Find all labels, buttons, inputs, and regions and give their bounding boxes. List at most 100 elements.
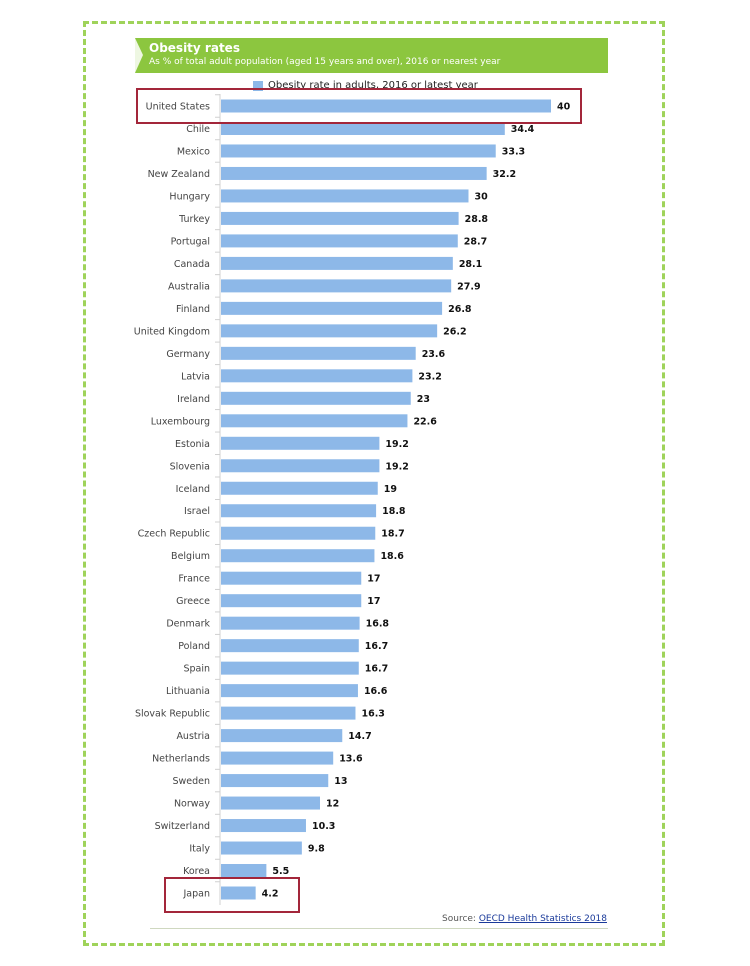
- bar[interactable]: [221, 841, 302, 855]
- category-label: Korea: [183, 866, 210, 877]
- legend-swatch: [253, 80, 263, 91]
- category-label: Slovak Republic: [135, 709, 210, 720]
- source-note: Source: OECD Health Statistics 2018: [442, 914, 607, 924]
- data-label: 22.6: [413, 416, 437, 427]
- data-label: 4.2: [262, 889, 279, 900]
- bar[interactable]: [221, 594, 362, 608]
- bar[interactable]: [221, 324, 438, 338]
- category-label: Spain: [183, 664, 210, 675]
- category-label: Israel: [184, 506, 210, 517]
- category-label: Netherlands: [152, 754, 210, 765]
- data-label: 28.1: [459, 259, 482, 270]
- category-label: Luxembourg: [151, 416, 210, 427]
- data-label: 9.8: [308, 844, 325, 855]
- category-label: Greece: [176, 596, 210, 607]
- bar[interactable]: [221, 414, 408, 428]
- bar[interactable]: [221, 459, 380, 473]
- category-label: Portugal: [171, 236, 210, 247]
- data-label: 19.2: [385, 439, 408, 450]
- data-label: 16.3: [361, 709, 384, 720]
- bar[interactable]: [221, 639, 359, 653]
- category-label: Iceland: [176, 484, 210, 495]
- category-label: Chile: [186, 124, 210, 135]
- data-label: 13: [334, 776, 347, 787]
- bar[interactable]: [221, 211, 459, 225]
- highlight-box-united-states: [136, 88, 582, 124]
- bar[interactable]: [221, 144, 496, 158]
- category-label: Turkey: [178, 214, 210, 225]
- bar[interactable]: [221, 864, 267, 878]
- bar[interactable]: [221, 706, 356, 720]
- data-label: 13.6: [339, 754, 363, 765]
- category-label: Finland: [176, 304, 210, 315]
- chart-title: Obesity rates: [149, 41, 240, 55]
- bar[interactable]: [221, 369, 413, 383]
- bar[interactable]: [221, 301, 443, 315]
- bar[interactable]: [221, 549, 375, 563]
- category-label: Denmark: [166, 619, 210, 630]
- bar[interactable]: [221, 256, 453, 270]
- data-label: 16.8: [366, 619, 390, 630]
- data-label: 14.7: [348, 731, 371, 742]
- bar[interactable]: [221, 436, 380, 450]
- bar[interactable]: [221, 886, 256, 900]
- bar[interactable]: [221, 571, 362, 585]
- bar[interactable]: [221, 121, 505, 135]
- bar[interactable]: [221, 166, 487, 180]
- data-label: 28.7: [464, 236, 487, 247]
- data-label: 28.8: [465, 214, 489, 225]
- bar[interactable]: [221, 99, 551, 113]
- category-label: France: [178, 574, 210, 585]
- data-label: 10.3: [312, 821, 335, 832]
- data-label: 34.4: [511, 124, 535, 135]
- data-label: 40: [557, 102, 571, 113]
- category-label: Italy: [189, 844, 210, 855]
- data-label: 26.2: [443, 326, 466, 337]
- bar[interactable]: [221, 481, 378, 495]
- category-label: Poland: [178, 641, 210, 652]
- data-label: 32.2: [493, 169, 516, 180]
- legend[interactable]: Obesity rate in adults, 2016 or latest y…: [253, 80, 478, 91]
- data-label: 23.6: [422, 349, 446, 360]
- bar[interactable]: [221, 346, 416, 360]
- bar[interactable]: [221, 751, 334, 765]
- category-label: Sweden: [172, 776, 210, 787]
- category-label: Hungary: [169, 191, 210, 202]
- chart-header: Obesity rates As % of total adult popula…: [135, 38, 608, 73]
- bar[interactable]: [221, 819, 306, 833]
- bar[interactable]: [221, 504, 377, 518]
- chart-subtitle: As % of total adult population (aged 15 …: [149, 57, 501, 67]
- bar[interactable]: [221, 279, 452, 293]
- bar[interactable]: [221, 526, 376, 540]
- bar[interactable]: [221, 729, 343, 743]
- data-label: 19: [384, 484, 397, 495]
- bar[interactable]: [221, 189, 469, 203]
- category-label: Slovenia: [170, 461, 210, 472]
- bar[interactable]: [221, 684, 358, 698]
- bar[interactable]: [221, 234, 458, 248]
- data-label: 30: [475, 191, 489, 202]
- category-label: Mexico: [177, 146, 210, 157]
- bar[interactable]: [221, 796, 320, 810]
- source-link[interactable]: OECD Health Statistics 2018: [478, 914, 607, 924]
- chevron-icon: [135, 38, 143, 73]
- category-label: Norway: [174, 799, 210, 810]
- data-label: 23.2: [418, 371, 441, 382]
- bar[interactable]: [221, 661, 359, 675]
- bar[interactable]: [221, 774, 329, 788]
- highlight-box-japan: [164, 877, 300, 913]
- category-label: New Zealand: [148, 169, 210, 180]
- data-label: 12: [326, 799, 339, 810]
- bar[interactable]: [221, 616, 360, 630]
- category-label: United States: [146, 102, 210, 113]
- data-label: 16.7: [365, 664, 388, 675]
- data-label: 16.6: [364, 686, 388, 697]
- data-label: 17: [367, 574, 380, 585]
- category-label: Germany: [166, 349, 210, 360]
- dashed-frame: [83, 21, 665, 946]
- category-label: Lithuania: [166, 686, 210, 697]
- category-label: Estonia: [175, 439, 210, 450]
- bar[interactable]: [221, 391, 411, 405]
- data-label: 18.8: [382, 506, 406, 517]
